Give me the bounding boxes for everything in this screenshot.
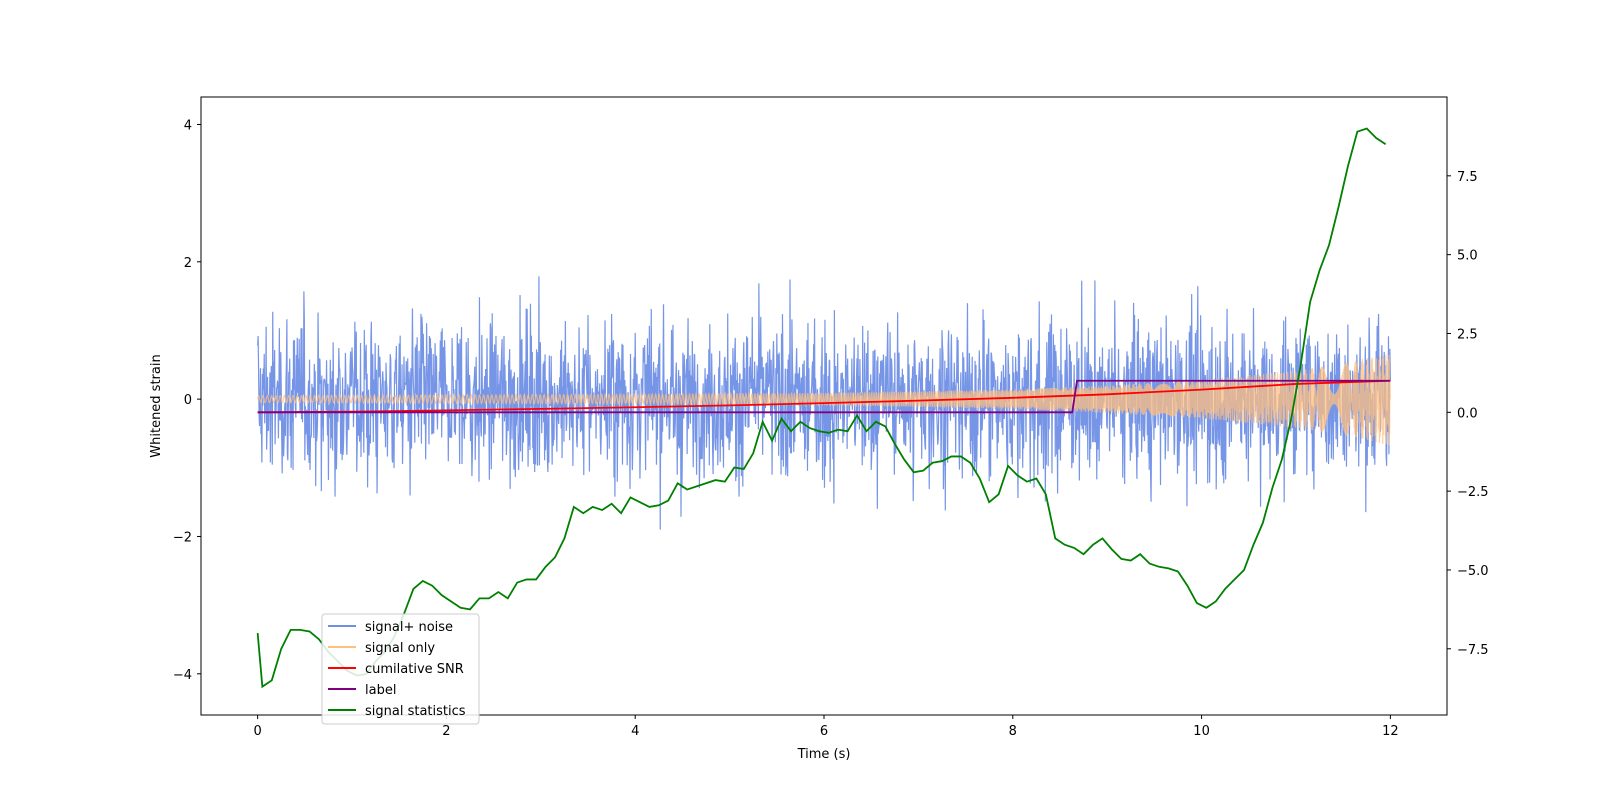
x-tick-label: 4 [631, 724, 639, 739]
y-tick-label: −2 [173, 530, 192, 545]
y-axis-left: −4 −2 0 2 4 [173, 118, 201, 683]
series-cumulative-snr-line [257, 379, 1391, 414]
y2-tick-label: 7.5 [1457, 170, 1478, 185]
legend-label: signal only [365, 641, 435, 656]
x-tick-label: 12 [1382, 724, 1399, 739]
y2-tick-label: −5.0 [1457, 564, 1489, 579]
y2-tick-label: 0.0 [1457, 406, 1478, 421]
legend-label: cumilative SNR [365, 662, 464, 677]
series-signal-noise-line [257, 276, 1391, 530]
series-signal-statistics-line [256, 127, 1387, 689]
x-tick-label: 8 [1009, 724, 1017, 739]
y-tick-label: 4 [184, 118, 192, 133]
y2-tick-label: −2.5 [1457, 485, 1489, 500]
legend-label: label [365, 683, 396, 698]
x-tick-label: 10 [1193, 724, 1210, 739]
x-tick-label: 0 [253, 724, 261, 739]
y-tick-label: 2 [184, 256, 192, 271]
y2-tick-label: 2.5 [1457, 327, 1478, 342]
y-axis-label: Whitened strain [149, 354, 164, 457]
x-tick-label: 6 [820, 724, 828, 739]
x-tick-label: 2 [442, 724, 450, 739]
legend: signal+ noise signal only cumilative SNR la… [321, 613, 480, 725]
series-label-line [257, 379, 1391, 414]
y-tick-label: 0 [184, 393, 192, 408]
y-axis-right: −7.5 −5.0 −2.5 0.0 2.5 5.0 7.5 [1447, 170, 1489, 658]
legend-label: signal+ noise [365, 620, 453, 635]
x-axis-label: Time (s) [797, 747, 851, 762]
y-tick-label: −4 [173, 668, 192, 683]
y2-tick-label: 5.0 [1457, 249, 1478, 264]
series-signal-only-line [257, 354, 1391, 446]
plot-area [256, 127, 1391, 689]
legend-box [321, 613, 480, 725]
y2-tick-label: −7.5 [1457, 643, 1489, 658]
legend-label: signal statistics [365, 704, 466, 719]
